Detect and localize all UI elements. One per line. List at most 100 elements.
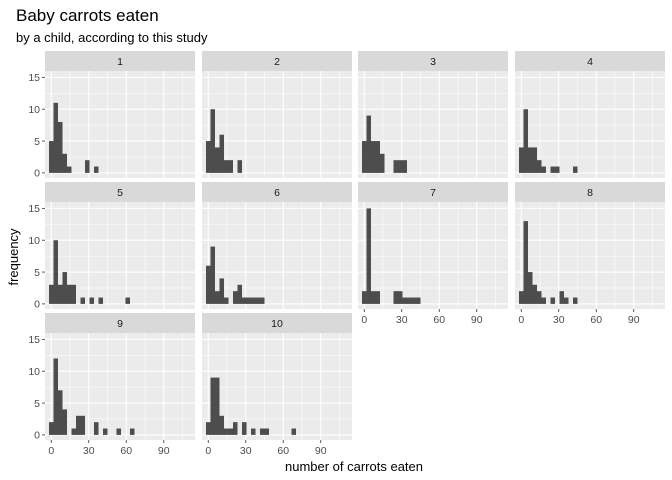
- histogram-bar: [80, 415, 85, 435]
- facet-strip-label: 2: [274, 56, 280, 68]
- histogram-bar: [402, 297, 407, 304]
- x-tick-label: 30: [396, 314, 408, 326]
- x-tick-label: 60: [277, 445, 289, 457]
- histogram-bar: [49, 422, 54, 435]
- histogram-bar: [58, 121, 63, 173]
- histogram-bar: [371, 291, 376, 304]
- histogram-bar: [555, 166, 560, 173]
- facet-plot-area: 0 5 10 15: [28, 71, 195, 180]
- facet-plot-area: [202, 202, 352, 309]
- facet-strip-label: 4: [587, 56, 593, 68]
- facet-panel-5: 5 0 5 10 15: [28, 182, 195, 311]
- facet-panel-8: 8 0 30 60 90: [515, 182, 665, 326]
- facet-strip-label: 8: [587, 187, 593, 199]
- histogram-bar: [532, 147, 537, 173]
- facet-strip: [515, 51, 665, 71]
- histogram-bar: [85, 160, 90, 173]
- histogram-bar: [251, 428, 256, 435]
- histogram-bar: [366, 208, 371, 304]
- histogram-bar: [224, 160, 229, 173]
- histogram-bar: [62, 409, 67, 435]
- facet-plot-area: [358, 71, 508, 178]
- facet-panel-2: 2: [202, 51, 352, 178]
- facet-panel-7: 7 0 30 60 90: [358, 182, 508, 326]
- x-axis-title: number of carrots eaten: [285, 459, 423, 474]
- histogram-bar: [206, 265, 211, 304]
- x-tick-label: 90: [471, 314, 483, 326]
- histogram-bar: [398, 291, 403, 304]
- facet-strip: [202, 313, 352, 333]
- x-tick-label: 90: [315, 445, 327, 457]
- histogram-bar: [393, 160, 398, 173]
- histogram-bar: [264, 428, 269, 435]
- histogram-bar: [537, 160, 542, 173]
- histogram-bar: [219, 415, 224, 435]
- facet-strip: [202, 51, 352, 71]
- histogram-bar: [233, 422, 238, 435]
- histogram-bar: [62, 153, 67, 173]
- y-tick-label: 15: [28, 334, 40, 346]
- x-tick-label: 90: [158, 445, 170, 457]
- facet-panel-3: 3: [358, 51, 508, 178]
- x-tick-label: 60: [590, 314, 602, 326]
- panel-background: [202, 202, 352, 309]
- x-tick-label: 30: [83, 445, 95, 457]
- histogram-bar: [260, 297, 265, 304]
- facet-strip-label: 3: [430, 56, 436, 68]
- y-tick-label: 0: [34, 299, 40, 311]
- histogram-bar: [94, 422, 99, 435]
- histogram-bar: [371, 141, 376, 173]
- histogram-bar: [53, 102, 58, 173]
- panel-background: [358, 202, 508, 309]
- histogram-bar: [550, 297, 555, 304]
- histogram-bar: [550, 166, 555, 173]
- histogram-bar: [260, 428, 265, 435]
- histogram-bar: [67, 284, 72, 304]
- facet-plot-area: 0 30 60 90: [202, 333, 352, 457]
- histogram-bar: [246, 297, 251, 304]
- histogram-bar: [537, 291, 542, 304]
- histogram-bar: [237, 160, 242, 173]
- histogram-bar: [210, 246, 215, 304]
- facet-plot-area: 0 5 10 15: [28, 202, 195, 311]
- histogram-bar: [559, 291, 564, 304]
- histogram-bar: [519, 147, 524, 173]
- histogram-bar: [62, 272, 67, 304]
- histogram-bar: [224, 428, 229, 435]
- x-tick-label: 0: [361, 314, 367, 326]
- histogram-bar: [53, 240, 58, 304]
- histogram-bar: [242, 422, 247, 435]
- histogram-bar: [291, 428, 296, 435]
- histogram-bar: [375, 141, 380, 173]
- histogram-bar: [89, 297, 94, 304]
- y-tick-label: 5: [34, 398, 40, 410]
- panel-background: [202, 333, 352, 440]
- x-tick-label: 30: [553, 314, 565, 326]
- y-tick-label: 10: [28, 104, 40, 116]
- histogram-bar: [228, 160, 233, 173]
- histogram-bar: [103, 428, 108, 435]
- y-tick-label: 15: [28, 72, 40, 84]
- x-tick-label: 90: [628, 314, 640, 326]
- histogram-bar: [362, 141, 367, 173]
- y-axis-title: frequency: [6, 228, 21, 286]
- x-tick-label: 60: [433, 314, 445, 326]
- y-tick-label: 10: [28, 235, 40, 247]
- histogram-bar: [224, 297, 229, 304]
- facet-strip: [45, 51, 195, 71]
- facet-plot-area: 0 30 60 90: [515, 202, 665, 326]
- y-tick-label: 15: [28, 203, 40, 215]
- histogram-bar: [219, 134, 224, 173]
- histogram-bar: [58, 390, 63, 435]
- histogram-bar: [58, 284, 63, 304]
- facet-plot-area: 0 30 60 90: [358, 202, 508, 326]
- y-tick-label: 5: [34, 267, 40, 279]
- facet-strip-label: 10: [271, 318, 283, 330]
- panel-background: [45, 333, 195, 440]
- facet-panel-10: 10 0 30 60 90: [202, 313, 352, 457]
- histogram-bar: [411, 297, 416, 304]
- histogram-bar: [402, 160, 407, 173]
